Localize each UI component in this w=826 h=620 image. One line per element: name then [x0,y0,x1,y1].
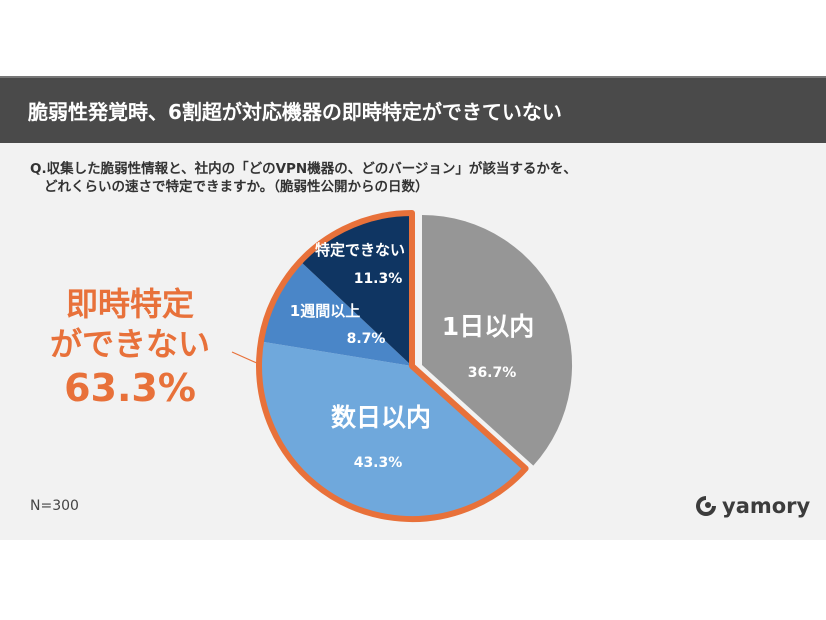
slice-several-days [258,341,526,520]
slice-1week-plus [260,261,412,366]
survey-question: Q.収集した脆弱性情報と、社内の「どのVPN機器の、どのバージョン」が該当するか… [30,160,577,196]
value-several-days: 43.3% [354,455,403,471]
value-1week-plus: 8.7% [347,331,386,347]
label-1week-plus: 1週間以上 [290,302,360,320]
page-title: 脆弱性発覚時、6割超が対応機器の即時特定ができていない [28,100,562,124]
callout-value: 63.3% [64,366,196,410]
value-cannot-identify: 11.3% [354,271,403,287]
label-1day: 1日以内 [442,312,534,341]
question-line-1: Q.収集した脆弱性情報と、社内の「どのVPN機器の、どのバージョン」が該当するか… [30,161,577,177]
logo-text: yamory [722,494,811,518]
brand-logo: yamory [694,494,810,518]
header-bar: 脆弱性発覚時、6割超が対応機器の即時特定ができていない [0,76,826,143]
value-1day: 36.7% [468,365,517,381]
question-line-2: どれくらいの速さで特定できますか。（脆弱性公開からの日数） [44,179,429,195]
label-cannot-identify: 特定できない [315,241,405,259]
callout-line-1: 即時特定 [65,285,194,323]
yamory-logo-icon [696,496,716,516]
slice-cannot-identify [300,212,412,366]
slice-1day [422,214,573,466]
sample-size: N=300 [30,498,79,514]
highlight-callout: 即時特定 ができない 63.3% [30,284,230,412]
label-several-days: 数日以内 [331,403,431,432]
highlight-outline [256,210,529,522]
callout-line-2: ができない [49,325,210,363]
